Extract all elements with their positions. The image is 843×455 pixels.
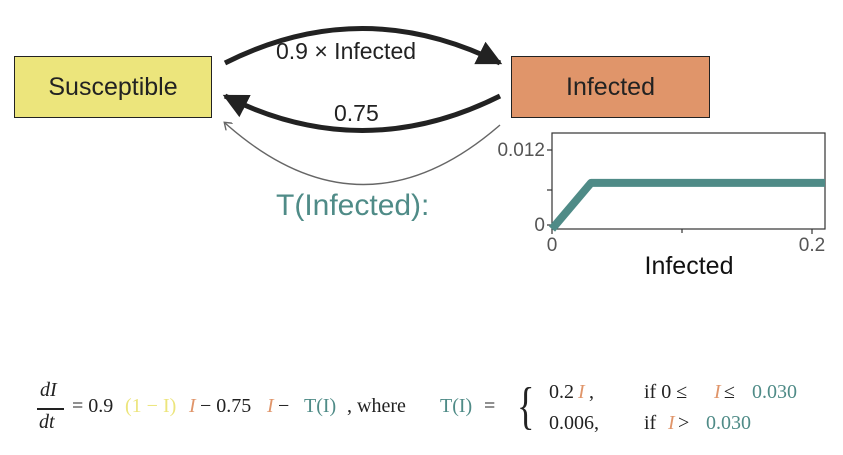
case1-cond-b: I [714,381,721,403]
eq-denominator: dt [39,411,55,433]
case1-c: , [589,381,594,403]
eq-term-a: = 0.9 [72,395,114,417]
eq-numerator: dI [40,379,57,401]
x-tick-label: 0 [547,235,558,256]
case1-cond-c: ≤ [724,381,735,403]
eq-term-e: I [267,395,274,417]
x-tick-label: 0.2 [799,235,825,256]
case2-cond-c: > [678,412,690,434]
case2-cond-d: 0.030 [706,412,751,434]
case1-cond-a: if 0 ≤ [644,381,688,403]
y-tick-label: 0.012 [497,140,545,161]
infection-arrow [223,26,503,66]
treatment-arrow [225,123,501,186]
treatment-label: T(Infected): [276,189,430,222]
eq-term-c: I [189,395,196,417]
eq-term-j: = [484,395,496,417]
eq-fraction-bar [37,408,64,410]
case1-a: 0.2 [549,381,574,403]
case1-b: I [578,381,585,403]
infected-box: Infected [511,56,710,118]
eq-term-f: − [278,395,290,417]
eq-term-h: , where [347,395,406,417]
chart-xlabel: Infected [645,252,734,280]
recovery-arrow [222,93,502,133]
susceptible-box: Susceptible [14,56,212,118]
case2-cond-a: if [644,412,657,434]
case2-a: 0.006, [549,412,599,434]
eq-term-i: T(I) [440,395,473,417]
infected-label: Infected [566,72,655,101]
case2-cond-b: I [668,412,675,434]
eq-term-g: T(I) [304,395,337,417]
susceptible-label: Susceptible [48,72,178,101]
y-tick-label: 0 [534,215,545,236]
case1-cond-d: 0.030 [752,381,797,403]
treatment-chart: 0 0.2 0 0.012 Infected [497,132,826,280]
eq-brace: { [517,378,535,435]
recovery-rate-label: 0.75 [334,100,379,126]
chart-series-line [548,178,825,232]
eq-term-d: − 0.75 [200,395,252,417]
eq-term-b: (1 − I) [125,395,177,417]
infection-rate-label: 0.9 × Infected [276,38,417,64]
